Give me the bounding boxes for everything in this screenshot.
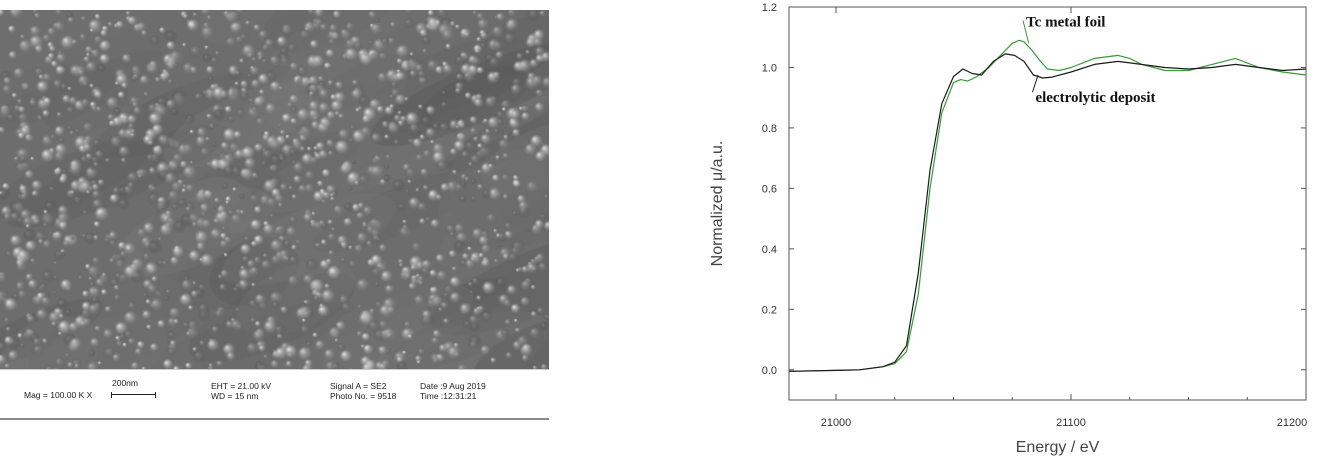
annotation-pointer xyxy=(1022,20,1030,44)
annotation-label: electrolytic deposit xyxy=(1035,90,1155,106)
y-axis-label: Normalized μ/a.u. xyxy=(709,141,726,267)
wd-text: WD = 15 nm xyxy=(211,391,259,401)
x-axis-label: Energy / eV xyxy=(1016,439,1100,456)
y-tick-label: 0.0 xyxy=(762,365,777,377)
y-tick-label: 1.0 xyxy=(762,62,777,74)
y-tick-label: 1.2 xyxy=(762,2,777,14)
plot-frame xyxy=(788,6,1307,401)
series-line-1 xyxy=(788,53,1307,372)
series-line-0 xyxy=(788,39,1307,372)
x-tick-label: 21000 xyxy=(821,417,852,429)
date-text: Date :9 Aug 2019 xyxy=(420,381,486,391)
y-tick-label: 0.6 xyxy=(762,183,777,195)
y-tick-label: 0.2 xyxy=(762,304,777,316)
y-axis: 0.0 0.2 0.4 0.6 0.8 1.0 1.2 xyxy=(762,2,1306,377)
magnification-text: Mag = 100.00 K X xyxy=(24,390,93,400)
annotation-pointer xyxy=(1031,74,1039,93)
annotation-group: Tc metal foil electrolytic deposit xyxy=(1022,15,1156,106)
sem-micrograph-image xyxy=(0,10,549,420)
x-tick-label: 21100 xyxy=(1056,417,1086,429)
y-tick-label: 0.4 xyxy=(762,244,777,256)
signal-text: Signal A = SE2 xyxy=(330,381,387,391)
y-tick-label: 0.8 xyxy=(762,123,777,135)
eht-text: EHT = 21.00 kV xyxy=(211,381,272,391)
photo-number-text: Photo No. = 9518 xyxy=(330,391,397,401)
sem-micrograph-panel: 200nm Mag = 100.00 K X EHT = 21.00 kV WD… xyxy=(0,10,549,420)
x-axis: 21000 21100 21200 xyxy=(821,7,1308,429)
time-text: Time :12:31:21 xyxy=(420,391,477,401)
scale-bar xyxy=(111,392,156,398)
annotation-label: Tc metal foil xyxy=(1026,15,1105,31)
x-tick-label: 21200 xyxy=(1277,417,1308,429)
scale-bar-label: 200nm xyxy=(112,378,138,388)
xanes-line-chart: 0.0 0.2 0.4 0.6 0.8 1.0 1.2 21000 21100 21200 Tc… xyxy=(709,2,1308,456)
sem-databar: 200nm Mag = 100.00 K X EHT = 21.00 kV WD… xyxy=(0,369,549,418)
series-group xyxy=(788,39,1307,372)
